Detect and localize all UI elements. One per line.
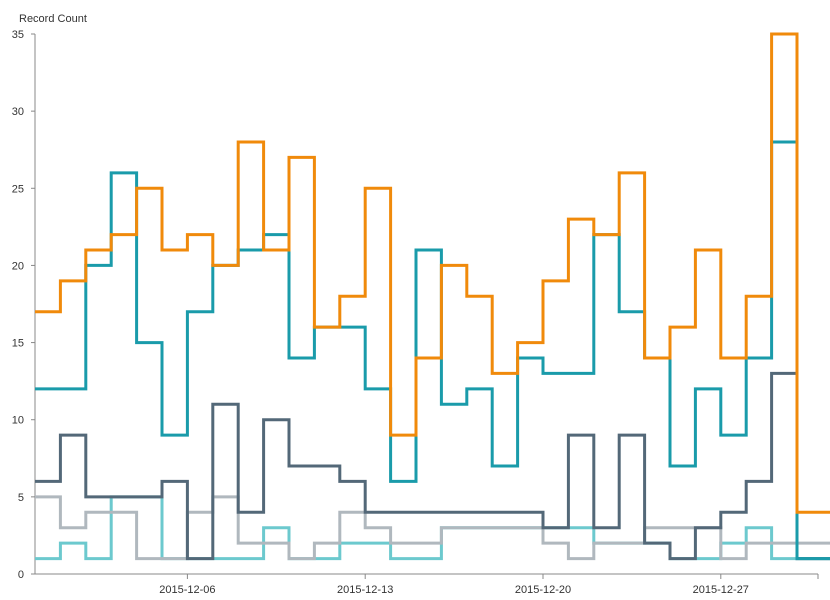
x-tick-label: 2015-12-27 xyxy=(693,584,749,596)
series-line-4 xyxy=(35,495,830,561)
y-tick-label: 5 xyxy=(18,492,24,504)
series-group xyxy=(35,32,830,561)
y-tick-label: 25 xyxy=(12,183,24,195)
y-tick-label: 20 xyxy=(12,260,24,272)
y-axis-title: Record Count xyxy=(19,13,87,25)
x-axis: 2015-12-06 2015-12-13 2015-12-20 2015-12-27 xyxy=(35,573,819,596)
y-tick-label: 15 xyxy=(12,338,24,350)
x-tick-label: 2015-12-06 xyxy=(159,584,215,596)
y-tick-label: 0 xyxy=(18,569,24,581)
y-axis: 0 5 10 15 20 25 30 35 xyxy=(12,29,36,581)
series-line-1 xyxy=(35,32,830,514)
x-tick-label: 2015-12-13 xyxy=(337,584,393,596)
y-tick-label: 35 xyxy=(12,29,24,41)
x-tick-label: 2015-12-20 xyxy=(515,584,571,596)
series-line-3 xyxy=(35,371,830,561)
y-tick-label: 30 xyxy=(12,106,24,118)
y-tick-label: 10 xyxy=(12,415,24,427)
